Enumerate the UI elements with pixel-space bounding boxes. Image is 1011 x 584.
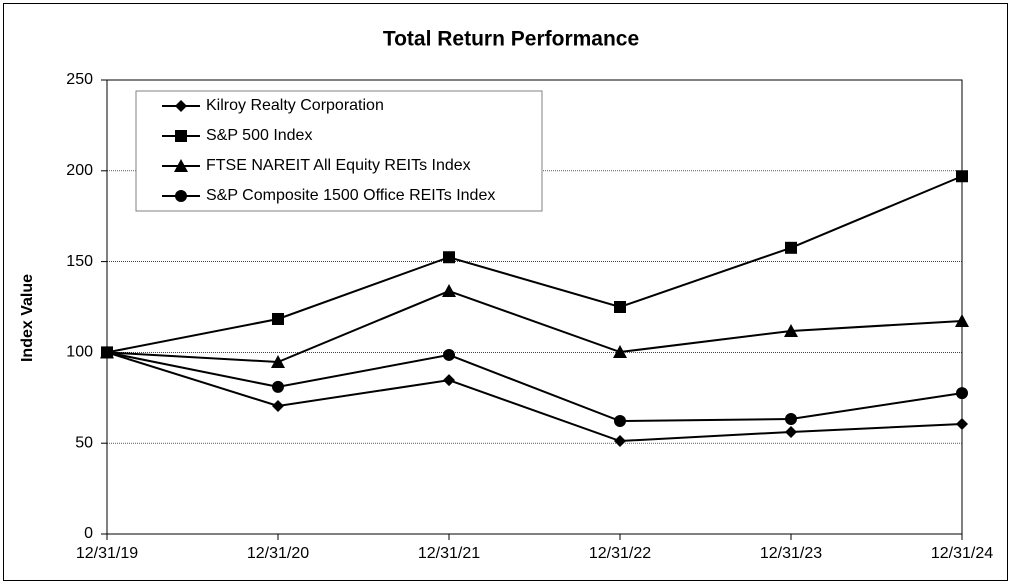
legend-label: FTSE NAREIT All Equity REITs Index [206,157,471,174]
y-tick-label: 0 [84,525,93,542]
x-tick-label: 12/31/21 [418,545,480,562]
marker [271,355,285,369]
marker [613,345,627,359]
marker [785,241,797,254]
marker [443,348,455,361]
x-tick-label: 12/31/22 [589,545,651,562]
marker [272,380,284,393]
marker [443,251,455,264]
x-tick-label: 12/31/23 [760,545,822,562]
x-tick-label: 12/31/20 [247,545,309,562]
marker [956,170,968,183]
legend-label: Kilroy Realty Corporation [206,97,384,114]
y-axis-label: Index Value [19,274,36,362]
y-tick-label: 150 [66,253,93,270]
y-tick-label: 100 [66,344,93,361]
series-line [106,175,963,354]
x-tick-label: 12/31/19 [76,545,138,562]
marker [956,387,968,400]
legend-marker [175,130,187,142]
x-tick-label: 12/31/24 [931,545,993,562]
series-line [106,351,963,443]
marker [784,323,798,337]
legend-label: S&P 500 Index [206,127,312,144]
marker [614,415,626,428]
y-tick-label: 200 [66,162,93,179]
marker [443,374,455,387]
legend-label: S&P Composite 1500 Office REITs Index [206,187,495,204]
chart-title: Total Return Performance [383,28,639,51]
marker [614,435,626,448]
marker [272,399,284,412]
legend-box [135,90,543,212]
y-tick-label: 50 [75,434,93,451]
marker [272,312,284,325]
legend-marker [175,190,187,202]
series-line [106,351,963,423]
marker [956,417,968,430]
legend-marker [175,100,187,112]
series-line [106,289,963,364]
marker [614,301,626,313]
marker [785,425,797,438]
marker [785,413,797,426]
marker [101,346,113,359]
legend-marker [174,159,188,172]
marker [442,284,456,298]
y-tick-label: 250 [66,71,93,88]
marker [955,313,969,327]
